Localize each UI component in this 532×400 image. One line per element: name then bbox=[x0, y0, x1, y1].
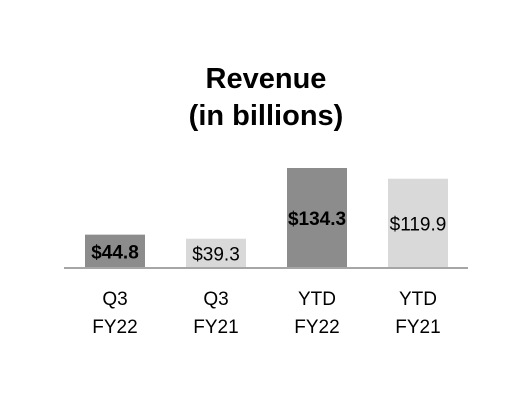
value-label-3: $119.9 bbox=[390, 214, 447, 235]
category-label-3-line-1: FY21 bbox=[395, 317, 440, 338]
bar-1 bbox=[186, 238, 246, 268]
category-label-0-line-0: Q3 bbox=[102, 289, 127, 310]
value-label-1: $39.3 bbox=[192, 244, 240, 265]
category-label-1-line-1: FY21 bbox=[193, 317, 238, 338]
chart-subtitle: (in billions) bbox=[189, 100, 344, 132]
value-label-2: $134.3 bbox=[288, 209, 346, 230]
value-label-0: $44.8 bbox=[91, 242, 139, 263]
category-label-1-line-0: Q3 bbox=[203, 289, 228, 310]
category-label-2-line-1: FY22 bbox=[294, 317, 339, 338]
value-labels-group: $44.8 $39.3 $134.3 $119.9 bbox=[91, 209, 446, 265]
bar-3 bbox=[388, 178, 448, 268]
chart-title: Revenue bbox=[206, 63, 327, 95]
bar-2 bbox=[287, 168, 347, 268]
bars-group bbox=[85, 168, 448, 268]
category-label-3-line-0: YTD bbox=[399, 289, 437, 310]
category-labels-group: Q3 FY22 Q3 FY21 YTD FY22 YTD FY21 bbox=[92, 289, 440, 338]
category-label-2-line-0: YTD bbox=[298, 289, 336, 310]
bar-0 bbox=[85, 234, 145, 268]
category-label-0-line-1: FY22 bbox=[92, 317, 137, 338]
